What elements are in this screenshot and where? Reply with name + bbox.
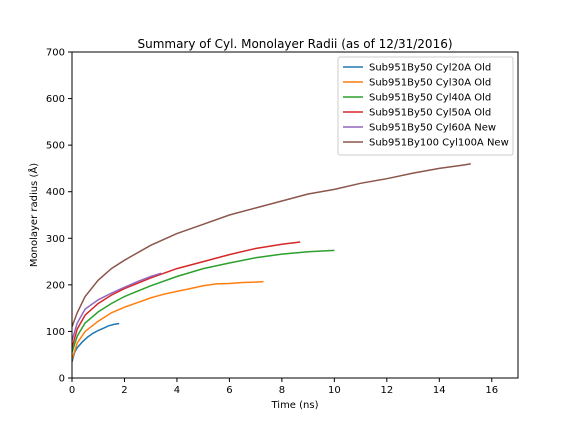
series-line-3 bbox=[71, 241, 301, 348]
x-tick-label: 14 bbox=[433, 385, 446, 396]
y-tick-label: 400 bbox=[46, 187, 65, 198]
y-tick-label: 700 bbox=[46, 48, 65, 59]
series-line-5 bbox=[71, 163, 471, 328]
y-tick-label: 0 bbox=[59, 374, 65, 385]
legend-label: Sub951By50 Cyl50A Old bbox=[369, 108, 491, 119]
x-tick-label: 0 bbox=[69, 385, 75, 396]
x-tick-label: 10 bbox=[328, 385, 341, 396]
series-line-4 bbox=[71, 272, 162, 341]
legend: Sub951By50 Cyl20A Old Sub951By50 Cyl30A O… bbox=[337, 56, 514, 156]
y-axis-label: Monolayer radius (Å) bbox=[27, 163, 40, 267]
x-tick-label: 4 bbox=[174, 385, 180, 396]
plot-frame bbox=[71, 51, 519, 379]
x-tick-label: 16 bbox=[485, 385, 498, 396]
y-tick-label: 600 bbox=[46, 94, 65, 105]
x-axis-label: Time (ns) bbox=[270, 400, 318, 411]
axes-layer: 0 2 4 6 8 10 12 14 16 0 100 200 300 400 500 600 700 bbox=[46, 48, 498, 397]
chart-title: Summary of Cyl. Monolayer Radii (as of 1… bbox=[137, 37, 452, 51]
series-line-0 bbox=[71, 322, 120, 362]
legend-box bbox=[337, 56, 514, 156]
series-line-2 bbox=[71, 249, 335, 353]
y-tick-label: 300 bbox=[46, 234, 65, 245]
legend-label: Sub951By100 Cyl100A New bbox=[369, 138, 509, 149]
legend-label: Sub951By50 Cyl60A New bbox=[369, 123, 496, 134]
legend-label: Sub951By50 Cyl20A Old bbox=[369, 63, 491, 74]
series-line-1 bbox=[71, 280, 264, 360]
x-tick-label: 2 bbox=[121, 385, 127, 396]
x-tick-label: 12 bbox=[380, 385, 393, 396]
y-tick-label: 100 bbox=[46, 327, 65, 338]
y-tick-label: 200 bbox=[46, 280, 65, 291]
y-tick-label: 500 bbox=[46, 141, 65, 152]
series-layer bbox=[71, 163, 471, 362]
legend-label: Sub951By50 Cyl30A Old bbox=[369, 78, 491, 89]
x-tick-label: 8 bbox=[279, 385, 285, 396]
legend-label: Sub951By50 Cyl40A Old bbox=[369, 93, 491, 104]
x-tick-label: 6 bbox=[226, 385, 232, 396]
